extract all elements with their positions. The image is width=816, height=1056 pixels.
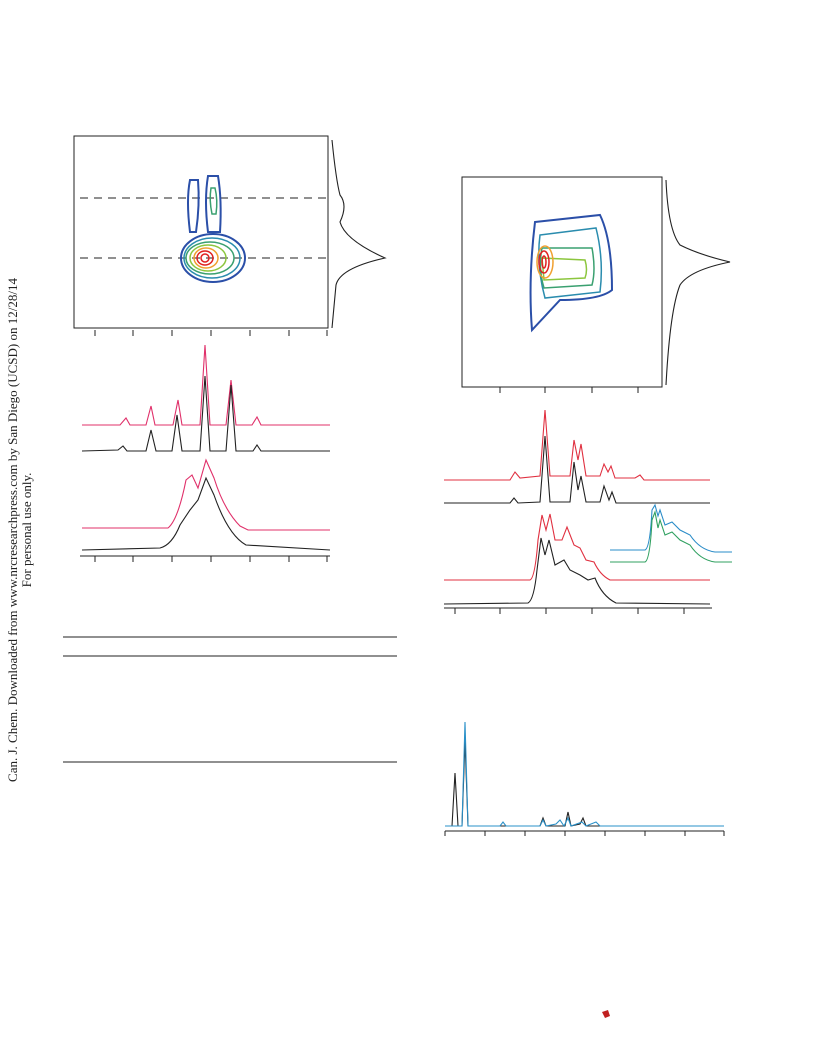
left-spectra <box>80 344 331 562</box>
table-rules <box>63 636 397 763</box>
bottom-spectrum <box>444 721 725 836</box>
watermark: For personal use only. <box>19 473 34 588</box>
right-spectra <box>443 409 732 614</box>
watermark: Can. J. Chem. Downloaded from www.nrcres… <box>5 278 20 782</box>
red-mark <box>602 1010 610 1018</box>
left-2d-plot <box>73 135 387 336</box>
right-2d-plot <box>461 176 731 393</box>
